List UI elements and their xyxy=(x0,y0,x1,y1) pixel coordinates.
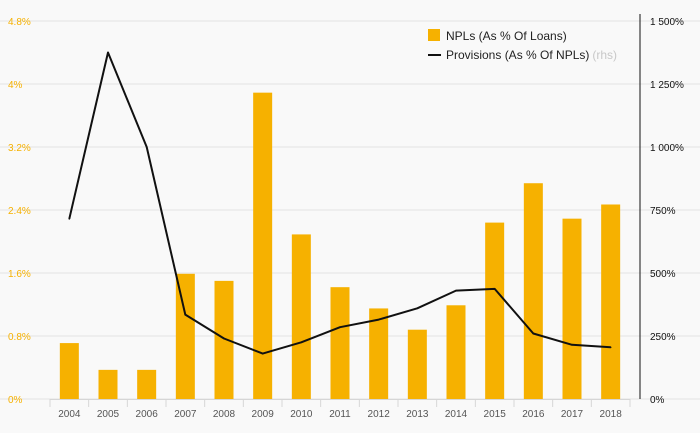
bar xyxy=(330,287,350,399)
x-tick-label: 2016 xyxy=(522,409,545,420)
line-point xyxy=(261,352,264,355)
legend-swatch-npls xyxy=(428,29,440,41)
x-tick-label: 2008 xyxy=(213,409,236,420)
bar xyxy=(137,369,157,399)
legend-label-rhs: (rhs) xyxy=(592,48,617,62)
bar xyxy=(407,329,427,399)
y-right-tick-label: 500% xyxy=(650,269,676,280)
legend: NPLs (As % Of Loans) Provisions (As % Of… xyxy=(428,29,617,62)
line-point xyxy=(184,313,187,316)
y-left-tick-label: 2.4% xyxy=(8,206,31,217)
line-point xyxy=(300,341,303,344)
x-tick-label: 2011 xyxy=(329,409,351,420)
line-point xyxy=(377,318,380,321)
bar xyxy=(175,273,195,399)
x-tick-label: 2007 xyxy=(174,409,197,420)
bar xyxy=(98,369,118,399)
bar xyxy=(523,183,543,399)
y-right-tick-label: 1 250% xyxy=(650,80,684,91)
line-series-provisions xyxy=(68,51,612,355)
bar xyxy=(485,222,505,399)
gridlines xyxy=(0,20,700,400)
y-right-tick-label: 0% xyxy=(650,395,665,406)
x-axis: 2004 2005 2006 2007 2008 2009 2010 2011 2012 2013… xyxy=(49,399,631,420)
legend-label-npls: NPLs (As % Of Loans) xyxy=(446,29,567,43)
x-tick-label: 2014 xyxy=(445,409,468,420)
legend-label-provisions-group: Provisions (As % Of NPLs) (rhs) xyxy=(446,48,617,62)
x-tick-label: 2018 xyxy=(600,409,623,420)
line-point xyxy=(416,307,419,310)
x-tick-label: 2017 xyxy=(561,409,584,420)
y-left-tick-label: 1.6% xyxy=(8,269,31,280)
legend-label-provisions: Provisions (As % Of NPLs) xyxy=(446,48,589,62)
line-point xyxy=(339,326,341,328)
x-tick-label: 2015 xyxy=(484,409,507,420)
x-tick-label: 2006 xyxy=(136,409,159,420)
bar xyxy=(446,305,466,399)
bar xyxy=(562,218,582,399)
y-left-tick-label: 4.8% xyxy=(8,17,31,28)
bar xyxy=(369,308,389,399)
x-tick-label: 2013 xyxy=(406,409,429,420)
x-tick-label: 2004 xyxy=(58,409,81,420)
y-left-tick-label: 3.2% xyxy=(8,143,31,154)
y-left-tick-label: 0% xyxy=(8,395,23,406)
line-point xyxy=(68,218,71,220)
line-point xyxy=(609,346,612,349)
bar xyxy=(291,234,311,399)
x-tick-label: 2010 xyxy=(290,409,313,420)
y-left-tick-label: 0.8% xyxy=(8,332,31,343)
bar-series-npls xyxy=(59,92,621,399)
x-tick-label: 2012 xyxy=(368,409,391,420)
left-axis: 0% 0.8% 1.6% 2.4% 3.2% 4% 4.8% xyxy=(8,17,31,406)
bar xyxy=(214,280,234,399)
y-right-tick-label: 250% xyxy=(650,332,676,343)
y-right-tick-label: 1 000% xyxy=(650,143,684,154)
line-point xyxy=(493,288,496,290)
line-point xyxy=(532,332,535,335)
bar xyxy=(253,92,273,399)
line-point xyxy=(455,289,457,292)
x-tick-label: 2005 xyxy=(97,409,120,420)
bar xyxy=(59,343,79,399)
line-point xyxy=(223,337,225,340)
y-left-tick-label: 4% xyxy=(8,80,23,91)
right-axis: 0% 250% 500% 750% 1 000% 1 250% 1 500% xyxy=(639,14,684,406)
x-tick-label: 2009 xyxy=(252,409,275,420)
bar xyxy=(601,204,621,399)
line-point xyxy=(145,146,148,148)
y-right-tick-label: 1 500% xyxy=(650,17,684,28)
line-point xyxy=(107,51,109,54)
line-point xyxy=(571,344,573,346)
y-right-tick-label: 750% xyxy=(650,206,676,217)
